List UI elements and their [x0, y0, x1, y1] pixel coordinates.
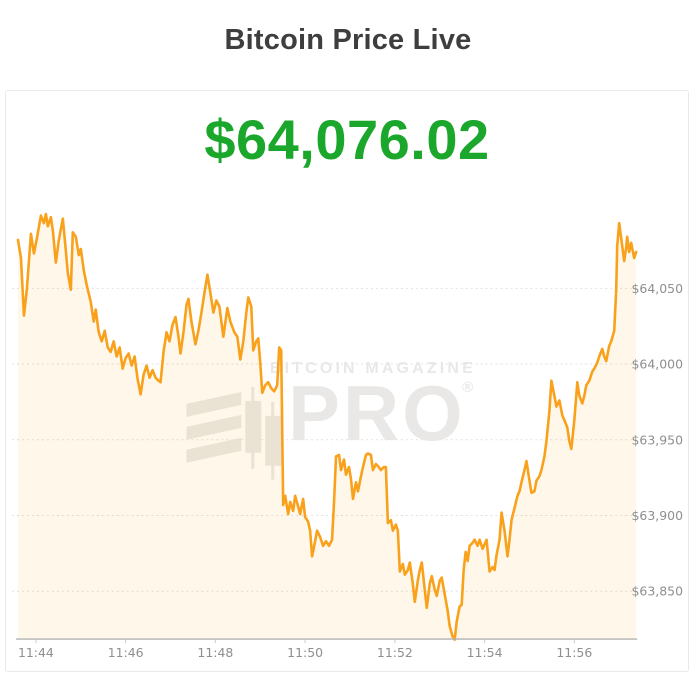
x-axis-label: 11:52: [377, 645, 413, 660]
bitcoin-price-chart[interactable]: BITCOIN MAGAZINE PRO ® 11:44 11:46 11:48 11…: [6, 91, 688, 671]
watermark-logo-candlestick: [265, 401, 282, 480]
gridlines: [11, 287, 643, 592]
x-axis-label: 11:54: [467, 645, 503, 660]
y-axis-label: $63,900: [632, 508, 684, 523]
y-axis-label: $64,050: [632, 281, 684, 296]
price-series: [16, 212, 638, 642]
y-axis-label: $63,850: [632, 584, 684, 599]
bitcoin-magazine-pro-watermark: BITCOIN MAGAZINE PRO ®: [186, 360, 476, 480]
watermark-text-line1: BITCOIN MAGAZINE: [270, 360, 476, 377]
x-axis-label: 11:56: [556, 645, 592, 660]
watermark-logo-bar: [186, 414, 242, 440]
watermark-registered-mark: ®: [462, 379, 473, 396]
y-axis-label: $63,950: [632, 432, 684, 447]
x-axis-label: 11:46: [108, 645, 144, 660]
price-area-fill: [17, 214, 637, 640]
y-axis-label: $64,000: [632, 357, 684, 372]
watermark-pro-text: PRO: [288, 371, 466, 457]
price-line: [16, 212, 638, 642]
watermark-logo-bar: [186, 437, 242, 463]
watermark-logo-candlestick: [245, 386, 262, 469]
axes: 11:44 11:46 11:48 11:50 11:52 11:54 11:56 $64,0…: [15, 281, 684, 660]
x-axis-label: 11:50: [287, 645, 323, 660]
watermark-logo-bar: [186, 391, 242, 417]
chart-card: $64,076.02 BITCOIN MAGAZINE PRO ® 1: [5, 90, 689, 672]
x-axis-label: 11:48: [197, 645, 233, 660]
page-title: Bitcoin Price Live: [224, 24, 472, 56]
x-axis-label: 11:44: [18, 645, 54, 660]
